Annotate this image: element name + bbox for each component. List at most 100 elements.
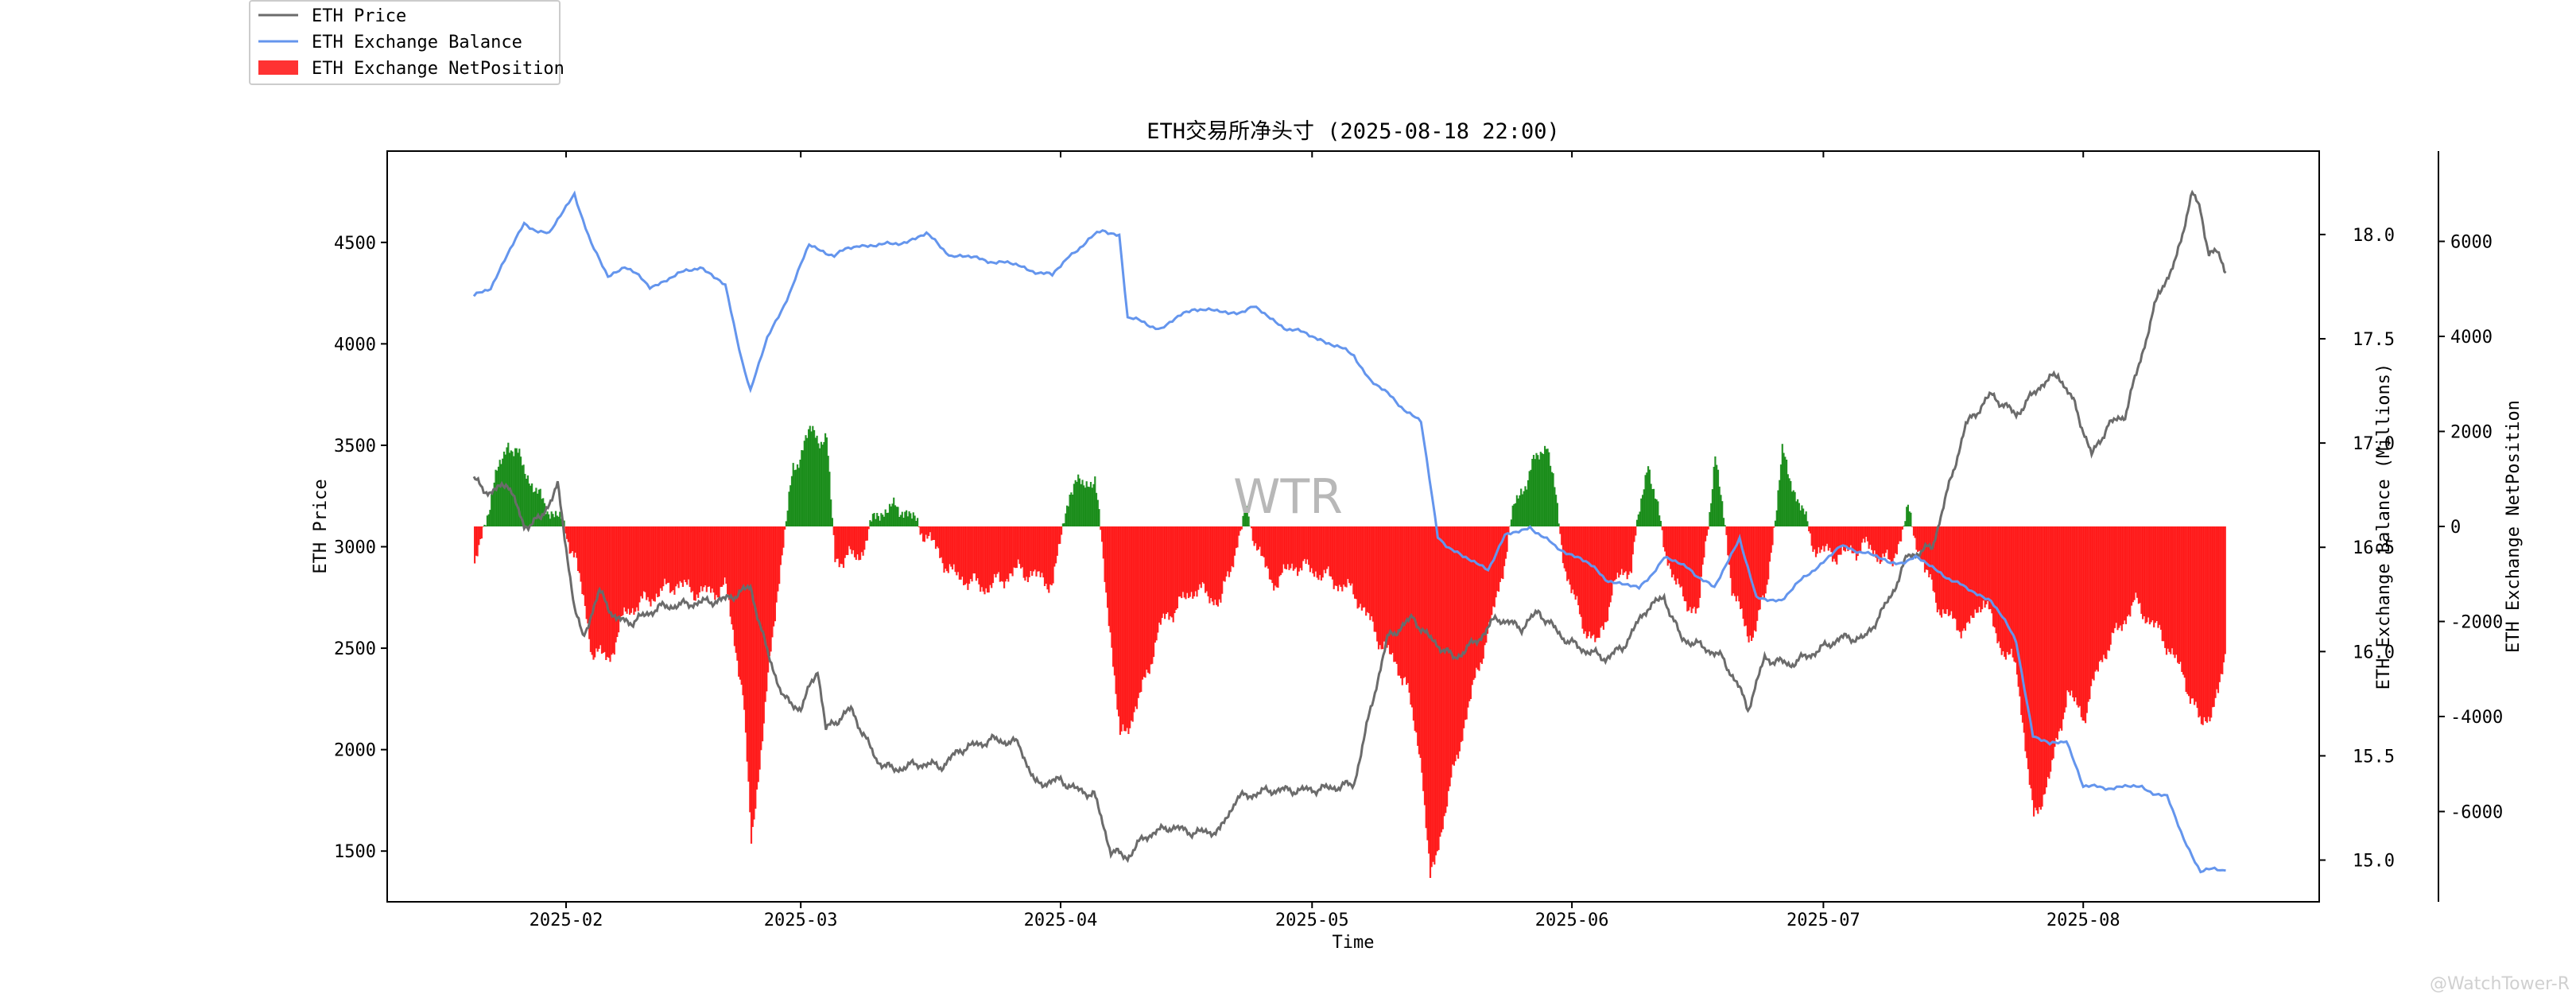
netposition-bar [1572, 526, 1574, 590]
netposition-bar [666, 526, 669, 584]
netposition-bar [1199, 526, 1201, 584]
netposition-bar [1133, 526, 1135, 713]
netposition-bar [788, 491, 790, 526]
netposition-bar [1065, 513, 1067, 526]
netposition-bar [1235, 526, 1237, 549]
netposition-bar [1974, 526, 1977, 610]
netposition-bar [1760, 526, 1763, 600]
netposition-bar [764, 526, 766, 702]
netposition-bar [1168, 526, 1170, 620]
netposition-bar [2050, 526, 2053, 760]
netposition-bar [1458, 526, 1461, 752]
netposition-bar [1129, 526, 1131, 728]
netposition-bar [1998, 526, 2000, 642]
netposition-bar [1319, 526, 1321, 576]
netposition-bar [1659, 521, 1662, 526]
netposition-bar [1692, 526, 1694, 609]
netposition-bar [1371, 526, 1373, 616]
netposition-bar [880, 513, 883, 526]
netposition-bar [1930, 526, 1933, 580]
netposition-bar [2046, 526, 2049, 778]
netposition-bar [838, 526, 840, 568]
netposition-bar [2009, 526, 2012, 654]
netposition-bar [1325, 526, 1327, 573]
netposition-bar [517, 452, 519, 526]
netposition-bar [1181, 526, 1183, 599]
netposition-bar [2132, 526, 2134, 603]
price-tick-label: 2000 [334, 741, 376, 761]
netposition-bar [533, 491, 536, 526]
netposition-bar [1542, 454, 1545, 526]
netposition-bar [2167, 526, 2169, 649]
netposition-bar [1622, 526, 1624, 576]
netposition-bar [1573, 526, 1576, 595]
netposition-bar [827, 456, 829, 526]
netposition-bar [1630, 526, 1633, 573]
netposition-bar [1555, 495, 1558, 526]
netposition-bar [1471, 526, 1473, 685]
netposition-bar [1718, 486, 1721, 526]
netposition-bar [1775, 510, 1778, 526]
netposition-bar [2175, 526, 2178, 655]
netposition-bar [1558, 523, 1560, 526]
netposition-bar [1777, 490, 1779, 526]
netposition-bar [2218, 526, 2221, 682]
netposition-bar [2061, 526, 2063, 731]
netposition-bar [514, 448, 517, 526]
netposition-bar [651, 526, 654, 600]
netposition-bar [1849, 526, 1851, 550]
netposition-bar [841, 526, 844, 565]
netposition-bar [1035, 526, 1038, 577]
netposition-bar [1911, 526, 1914, 527]
netposition-bar [1433, 526, 1436, 865]
netposition-bar [1081, 480, 1084, 526]
netposition-bar [1668, 526, 1670, 564]
netposition-tick-label: 6000 [2450, 233, 2493, 253]
netposition-bar [629, 526, 631, 615]
netposition-bar [945, 526, 947, 569]
netposition-bar [803, 441, 805, 526]
netposition-bar [875, 518, 877, 526]
netposition-bar [1302, 526, 1305, 561]
netposition-bar [1026, 526, 1028, 577]
netposition-bar [1879, 526, 1881, 565]
netposition-bar [1806, 521, 1809, 526]
netposition-bar [1852, 526, 1855, 553]
netposition-bar [971, 526, 973, 582]
netposition-bar [725, 526, 727, 584]
netposition-bar [1915, 526, 1918, 550]
netposition-bar [1048, 526, 1050, 593]
netposition-bar [1635, 519, 1639, 526]
netposition-bar [1101, 526, 1104, 542]
netposition-bar [1616, 526, 1619, 573]
netposition-bar [1072, 495, 1074, 526]
netposition-bar [1624, 526, 1627, 572]
netposition-bar [1468, 526, 1471, 701]
netposition-bar [1795, 501, 1798, 526]
netposition-bar [1094, 476, 1096, 526]
netposition-bar [648, 526, 650, 602]
netposition-bar [1745, 526, 1748, 626]
netposition-bar [1299, 526, 1302, 569]
netposition-bar [2153, 526, 2155, 627]
netposition-bar [1864, 526, 1866, 543]
netposition-bar [823, 441, 825, 526]
netposition-bar [1541, 452, 1543, 526]
netposition-bar [918, 526, 920, 527]
netposition-bar [1938, 526, 1940, 610]
netposition-bar [2093, 526, 2095, 681]
netposition-bar [1722, 518, 1725, 526]
netposition-bar [2039, 526, 2041, 807]
netposition-bar [1605, 526, 1608, 623]
netposition-bar [1637, 514, 1639, 526]
netposition-bar [1330, 526, 1333, 577]
netposition-bar [1080, 484, 1082, 526]
netposition-bar [2131, 526, 2133, 606]
netposition-bar [1507, 526, 1510, 534]
netposition-bar [1504, 526, 1507, 559]
netposition-bar [1238, 526, 1240, 536]
price-tick-label: 4500 [334, 234, 376, 254]
netposition-bar [1833, 526, 1835, 559]
netposition-bar [1989, 526, 1992, 609]
netposition-bar [1877, 526, 1880, 558]
